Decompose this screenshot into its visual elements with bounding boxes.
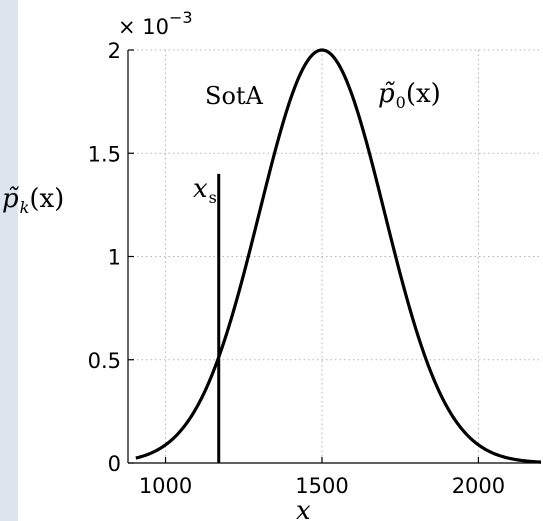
x-tick-label: 1500 xyxy=(295,474,348,498)
annotations: xs SotA p̃0(x) xyxy=(193,79,441,463)
y-tick-label: 1.5 xyxy=(88,142,121,166)
series-line-p0 xyxy=(135,48,542,464)
y-axis-label: p̃k(x) xyxy=(2,184,64,217)
sota-label: SotA xyxy=(205,82,264,110)
figure-background xyxy=(18,0,543,521)
x-tick-label: 1000 xyxy=(139,474,192,498)
y-tick-label: 0.5 xyxy=(88,349,121,373)
threshold-label: xs xyxy=(193,174,217,207)
y-tick-label: 0 xyxy=(108,452,121,476)
x-axis-label: x xyxy=(296,496,311,521)
grid xyxy=(128,49,541,463)
y-tick-label: 1 xyxy=(108,246,121,270)
y-axis-multiplier: × 10−3 xyxy=(118,8,193,39)
y-tick-label: 2 xyxy=(108,39,121,63)
x-tick-label: 2000 xyxy=(452,474,505,498)
ticks: 0 0.5 1 1.5 2 1000 1500 2000 xyxy=(88,39,506,498)
series-label-p0: p̃0(x) xyxy=(378,79,441,112)
series xyxy=(135,48,542,464)
